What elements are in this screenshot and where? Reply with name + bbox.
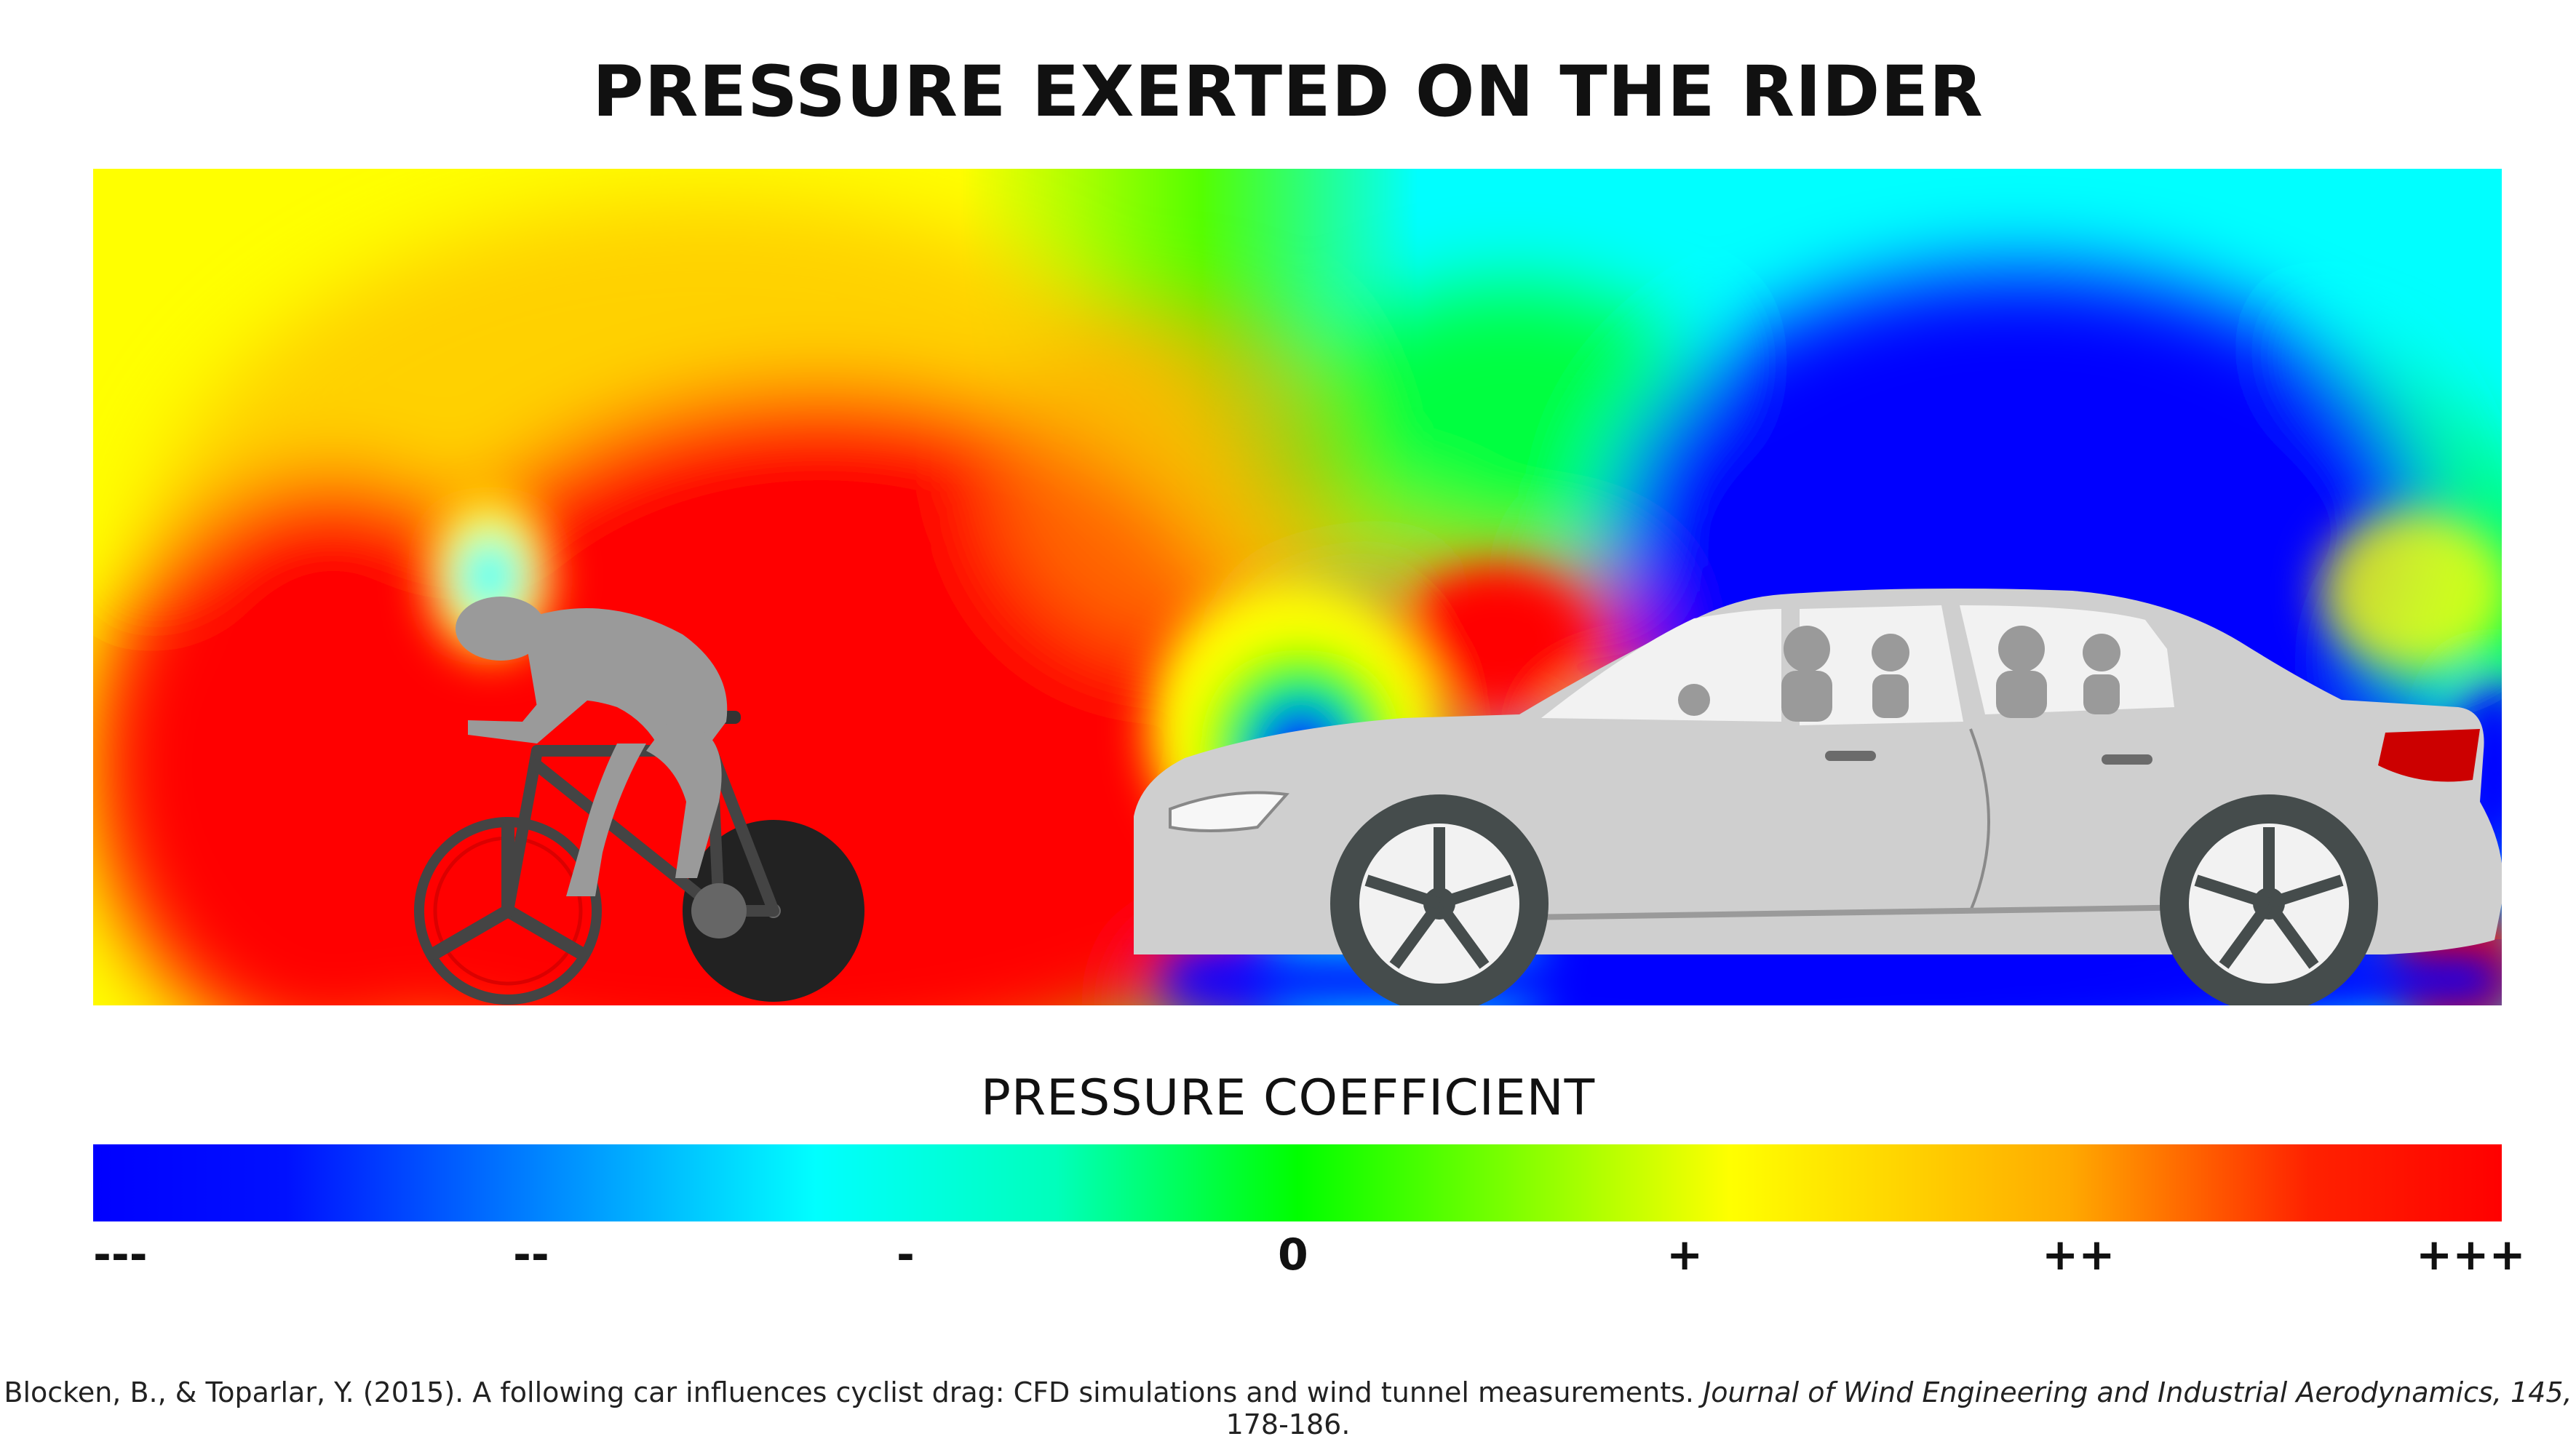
color-scale-ticks: --- -- - 0 + ++ +++ [0,1229,2576,1295]
tick-label: 0 [1278,1229,1308,1280]
legend-title: PRESSURE COEFFICIENT [980,1069,1596,1127]
cyclist-icon [414,597,864,1005]
tick-label: + [1666,1229,1704,1280]
tick-label: - [897,1229,915,1280]
tick-label: ++ [2042,1229,2115,1280]
tick-label: +++ [2416,1229,2526,1280]
pressure-field-svg [93,169,2502,1005]
pressure-field [93,169,2502,1005]
page-title: PRESSURE EXERTED ON THE RIDER [592,51,1984,132]
car-icon [1134,588,2502,1005]
citation-journal: Journal of Wind Engineering and Industri… [1703,1376,2572,1408]
tick-label: --- [93,1229,148,1280]
citation-authors: Blocken, B., & Toparlar, Y. (2015). A fo… [4,1376,1694,1408]
citation-pages: 178-186. [1225,1408,1351,1440]
citation: Blocken, B., & Toparlar, Y. (2015). A fo… [0,1376,2576,1440]
color-scale-bar [93,1144,2502,1221]
tick-label: -- [513,1229,549,1280]
